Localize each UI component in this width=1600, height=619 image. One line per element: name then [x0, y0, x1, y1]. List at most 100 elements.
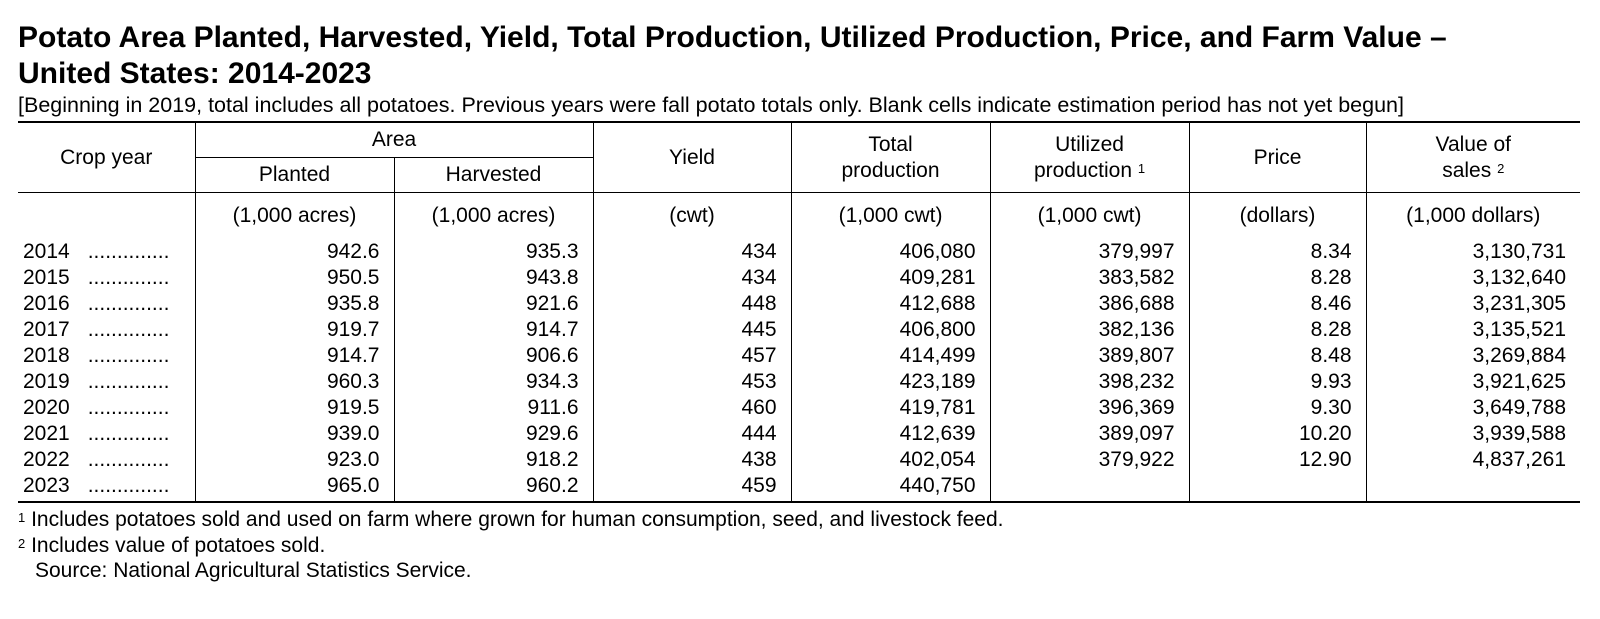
dot-leader: ..............: [87, 474, 170, 497]
cell-value: 3,132,640: [1472, 266, 1567, 289]
cell-yield: 448: [593, 291, 792, 317]
header-utilized-production: Utilized production 1: [990, 121, 1190, 193]
table-row: 2022.............. 923.0 918.2 438 402,054 37…: [18, 447, 1580, 473]
potato-data-table: Crop year Area Yield Total production Ut…: [18, 121, 1581, 503]
table-row: 2017.............. 919.7 914.7 445 406,800 38…: [18, 317, 1580, 343]
table-row: 2016.............. 935.8 921.6 448 412,688 38…: [18, 291, 1580, 317]
title-line-1: Potato Area Planted, Harvested, Yield, T…: [18, 21, 1447, 54]
unit-cell: (1,000 cwt): [990, 192, 1190, 239]
cell-total: 414,499: [791, 343, 991, 369]
dot-leader: ..............: [87, 266, 170, 289]
cell-total: 409,281: [791, 265, 991, 291]
unit-cell: (1,000 acres): [394, 192, 594, 239]
table-subtitle: [Beginning in 2019, total includes all p…: [18, 93, 1404, 117]
cell-yield: 438: [593, 447, 792, 473]
header-price: Price: [1189, 121, 1367, 193]
footnotes: 1 Includes potatoes sold and used on far…: [18, 507, 1580, 584]
cell-year: 2015..............: [18, 265, 196, 291]
cell-total: 419,781: [791, 395, 991, 421]
cell-total: 412,639: [791, 421, 991, 447]
unit-cell: (1,000 acres): [195, 192, 395, 239]
cell-utilized: 382,136: [990, 317, 1190, 343]
cell-year: 2021..............: [18, 421, 196, 447]
cell-value: 3,130,731: [1472, 240, 1567, 263]
cell-utilized: [990, 473, 1190, 503]
unit-cell: (1,000 cwt): [791, 192, 991, 239]
cell-value: 4,837,261: [1472, 448, 1567, 471]
cell-yield: 444: [593, 421, 792, 447]
cell-total: 406,800: [791, 317, 991, 343]
cell-harvested: 935.3: [394, 239, 594, 265]
dot-leader: ..............: [87, 344, 170, 367]
cell-yield: 457: [593, 343, 792, 369]
cell-planted: 960.3: [195, 369, 395, 395]
cell-value: [1366, 473, 1581, 503]
cell-price: 8.34: [1189, 239, 1367, 265]
cell-value: 3,135,521: [1472, 318, 1567, 341]
table-row: 2015.............. 950.5 943.8 434 409,281 38…: [18, 265, 1580, 291]
title-line-2: United States: 2014-2023: [18, 57, 372, 90]
cell-harvested: 934.3: [394, 369, 594, 395]
unit-cell: (1,000 dollars): [1406, 204, 1541, 227]
dot-leader: ..............: [87, 292, 170, 315]
cell-harvested: 914.7: [394, 317, 594, 343]
cell-year: 2017..............: [18, 317, 196, 343]
cell-price: 8.28: [1189, 317, 1367, 343]
cell-year: 2023..............: [18, 473, 196, 503]
cell-utilized: 383,582: [990, 265, 1190, 291]
header-area: Area: [195, 121, 594, 158]
cell-total: 440,750: [791, 473, 991, 503]
cell-value: 3,649,788: [1472, 396, 1567, 419]
header-planted: Planted: [195, 157, 395, 193]
cell-yield: 453: [593, 369, 792, 395]
cell-yield: 434: [593, 239, 792, 265]
cell-planted: 950.5: [195, 265, 395, 291]
cell-price: 9.93: [1189, 369, 1367, 395]
cell-total: 402,054: [791, 447, 991, 473]
cell-year: 2016..............: [18, 291, 196, 317]
cell-total: 412,688: [791, 291, 991, 317]
dot-leader: ..............: [87, 240, 170, 263]
table-row: 2018.............. 914.7 906.6 457 414,499 38…: [18, 343, 1580, 369]
dot-leader: ..............: [87, 370, 170, 393]
cell-price: 9.30: [1189, 395, 1367, 421]
cell-year: 2014..............: [18, 239, 196, 265]
footnote-2: 2 Includes value of potatoes sold.: [18, 533, 326, 557]
cell-yield: 434: [593, 265, 792, 291]
cell-utilized: 389,097: [990, 421, 1190, 447]
cell-value: 3,231,305: [1472, 292, 1567, 315]
cell-total: 406,080: [791, 239, 991, 265]
cell-harvested: 929.6: [394, 421, 594, 447]
dot-leader: ..............: [87, 448, 170, 471]
footnote-ref-2: 2: [1497, 160, 1505, 176]
cell-yield: 459: [593, 473, 792, 503]
cell-planted: 935.8: [195, 291, 395, 317]
cell-value: 3,269,884: [1472, 344, 1567, 367]
cell-planted: 919.5: [195, 395, 395, 421]
cell-planted: 923.0: [195, 447, 395, 473]
footnote-ref-1: 1: [1137, 160, 1146, 176]
cell-harvested: 960.2: [394, 473, 594, 503]
cell-planted: 919.7: [195, 317, 395, 343]
unit-cell: [18, 192, 196, 239]
table-body: 2014.............. 942.6 935.3 434 406,080 37…: [18, 239, 1581, 503]
cell-price: 8.28: [1189, 265, 1367, 291]
cell-harvested: 918.2: [394, 447, 594, 473]
cell-planted: 914.7: [195, 343, 395, 369]
footnote-1: 1 Includes potatoes sold and used on far…: [18, 508, 1004, 531]
table-row: 2019.............. 960.3 934.3 453 423,189 39…: [18, 369, 1580, 395]
cell-utilized: 386,688: [990, 291, 1190, 317]
unit-cell: (cwt): [593, 192, 792, 239]
header-harvested: Harvested: [394, 157, 594, 193]
cell-price: 8.46: [1189, 291, 1367, 317]
cell-utilized: 396,369: [990, 395, 1190, 421]
header-yield: Yield: [593, 121, 792, 193]
cell-year: 2018..............: [18, 343, 196, 369]
cell-price: 8.48: [1189, 343, 1367, 369]
cell-yield: 445: [593, 317, 792, 343]
table-row: 2020.............. 919.5 911.6 460 419,781 39…: [18, 395, 1580, 421]
header-crop-year: Crop year: [18, 121, 196, 193]
table-row: 2014.............. 942.6 935.3 434 406,080 37…: [18, 239, 1580, 265]
cell-total: 423,189: [791, 369, 991, 395]
cell-year: 2022..............: [18, 447, 196, 473]
